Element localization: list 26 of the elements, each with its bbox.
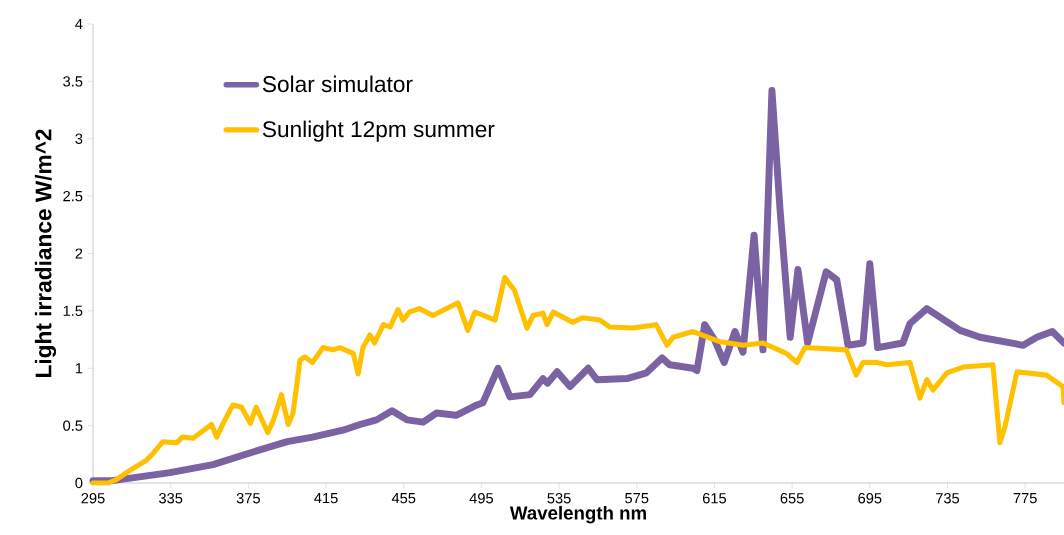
x-tick-label: 575 [625, 493, 649, 504]
y-tick-label: 0 [75, 477, 83, 489]
x-tick-label: 295 [81, 493, 105, 504]
x-tick-label: 455 [391, 493, 416, 504]
x-tick-label: 775 [1013, 493, 1037, 504]
x-tick-label: 615 [702, 493, 727, 504]
legend-label: Solar simulator [262, 75, 413, 93]
x-tick-label: 535 [547, 493, 571, 504]
y-tick-label: 1.5 [63, 305, 83, 316]
y-tick-label: 1 [75, 363, 83, 374]
x-tick-label: 495 [469, 493, 494, 504]
x-tick-label: 335 [159, 493, 183, 504]
y-tick-label: 0.5 [63, 420, 83, 431]
x-tick-label: 735 [936, 493, 960, 504]
x-tick-label: 695 [858, 493, 882, 504]
legend-label: Sunlight 12pm summer [262, 120, 495, 142]
y-axis-title: Light irradiance W/m^2 [34, 129, 57, 377]
y-tick-label: 2 [75, 248, 83, 259]
y-tick-label: 4 [75, 18, 83, 30]
x-tick-label: 655 [780, 493, 804, 504]
y-tick-label: 3 [75, 133, 83, 144]
y-tick-label: 3.5 [63, 76, 83, 87]
x-tick-label: 415 [314, 493, 338, 504]
y-tick-label: 2.5 [63, 190, 83, 202]
x-axis-title: Wavelength nm [509, 505, 646, 524]
x-tick-label: 375 [236, 493, 260, 504]
